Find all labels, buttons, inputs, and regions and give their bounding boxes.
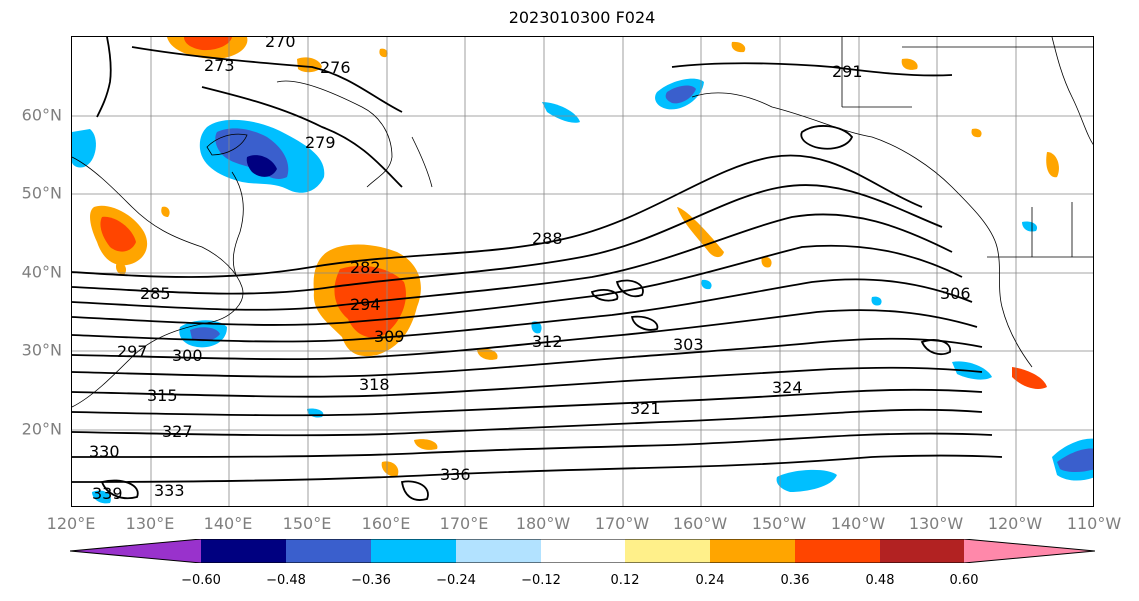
contour-label: 270 [265, 37, 296, 51]
map-title: 2023010300 F024 [508, 8, 656, 27]
lon-label-120w: 120°W [987, 514, 1043, 533]
contour-label: 309 [374, 327, 405, 346]
lon-label-180w: 180°W [515, 514, 571, 533]
colorbar-swatch [456, 539, 541, 563]
lon-label-140w: 140°W [830, 514, 886, 533]
lon-label-120e: 120°E [46, 514, 96, 533]
contour-label: 315 [147, 386, 178, 405]
colorbar-tick: −0.48 [266, 573, 306, 588]
contour-label: 276 [320, 58, 351, 77]
contour-label: 291 [832, 62, 863, 81]
contour-label: 324 [772, 378, 803, 397]
contour-label: 327 [162, 422, 193, 441]
colorbar-tick: −0.36 [351, 573, 391, 588]
colorbar-tick: 0.60 [949, 573, 979, 588]
lon-label-130w: 130°W [908, 514, 964, 533]
lon-label-110w: 110°W [1066, 514, 1122, 533]
contour-label: 306 [940, 284, 971, 303]
colorbar-swatch [625, 539, 710, 563]
contour-label: 336 [440, 465, 471, 484]
colorbar-swatch [541, 539, 625, 563]
colorbar-tick: −0.24 [436, 573, 476, 588]
colorbar-swatch [286, 539, 371, 563]
contour-label: 285 [140, 284, 171, 303]
lat-label-30n: 30°N [21, 340, 62, 360]
contour-label: 312 [532, 332, 563, 351]
lon-label-170e: 170°E [439, 514, 489, 533]
colorbar-tick: −0.12 [521, 573, 561, 588]
lat-label-20n: 20°N [21, 419, 62, 439]
colorbar-swatch [70, 539, 201, 563]
contour-label: 321 [630, 399, 661, 418]
colorbar-swatch [880, 539, 964, 563]
contour-label: 297 [117, 342, 148, 361]
colorbar-tick: 0.24 [695, 573, 725, 588]
contour-label: 333 [154, 481, 185, 500]
contour-label: 294 [350, 295, 381, 314]
colorbar-tick: 0.48 [865, 573, 895, 588]
lat-label-60n: 60°N [21, 105, 62, 125]
lat-label-40n: 40°N [21, 262, 62, 282]
coastlines [72, 37, 1093, 408]
contour-lines [72, 37, 1003, 501]
contour-label: 288 [532, 229, 563, 248]
contour-label: 330 [89, 442, 120, 461]
contour-label: 273 [204, 56, 235, 75]
colorbar-tick: −0.60 [181, 573, 221, 588]
colorbar-swatch [710, 539, 795, 563]
contour-label: 303 [673, 335, 704, 354]
lon-label-150e: 150°E [282, 514, 332, 533]
contour-label: 318 [359, 375, 390, 394]
contour-label: 339 [92, 484, 123, 503]
lon-label-130e: 130°E [125, 514, 175, 533]
contour-label: 282 [350, 258, 381, 277]
lon-label-160w: 160°W [672, 514, 728, 533]
colorbar [70, 539, 1095, 563]
lon-label-140e: 140°E [203, 514, 253, 533]
lon-label-150w: 150°W [751, 514, 807, 533]
lon-label-170w: 170°W [594, 514, 650, 533]
graticule [72, 37, 1093, 506]
colorbar-swatch [964, 539, 1095, 563]
lon-label-160e: 160°E [361, 514, 411, 533]
contour-label-group: 270 273 276 279 282 285 288 291 294 297 … [89, 37, 971, 503]
lat-label-50n: 50°N [21, 183, 62, 203]
colorbar-tick: 0.36 [780, 573, 810, 588]
map-panel: 270 273 276 279 282 285 288 291 294 297 … [71, 36, 1094, 507]
contour-label: 300 [172, 346, 203, 365]
colorbar-swatch [795, 539, 880, 563]
colorbar-swatch [201, 539, 286, 563]
colorbar-tick: 0.12 [610, 573, 640, 588]
contour-label: 279 [305, 133, 336, 152]
colorbar-swatch [371, 539, 456, 563]
